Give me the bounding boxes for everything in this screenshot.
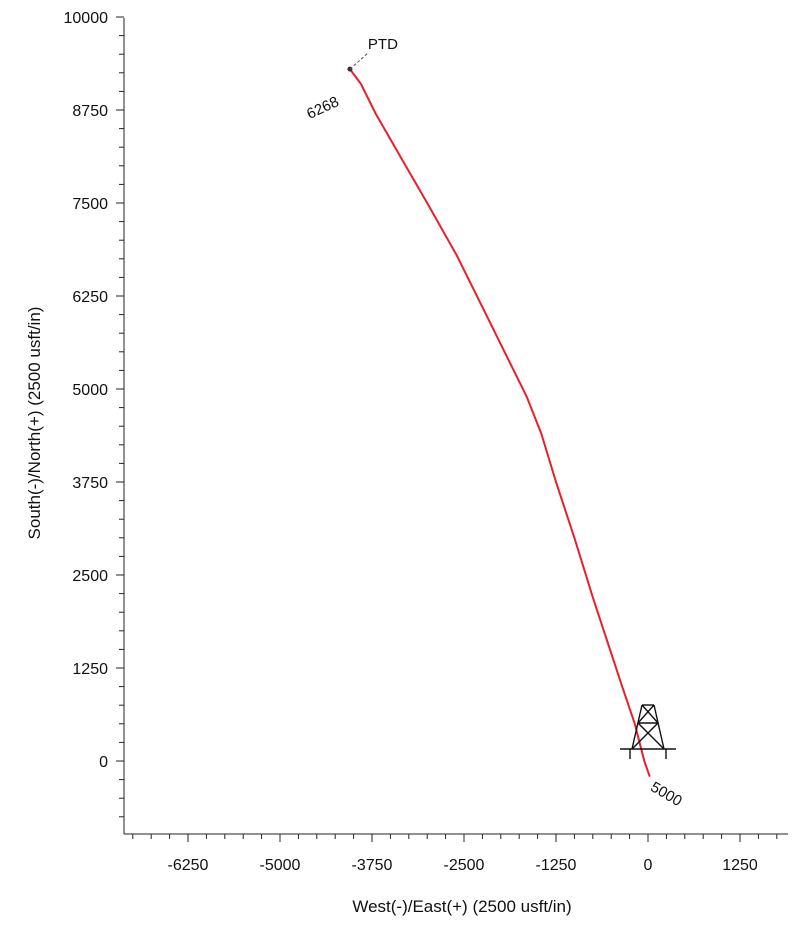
series-layer xyxy=(348,68,651,777)
x-tick-label: 0 xyxy=(644,857,653,874)
x-tick-label: -2500 xyxy=(444,857,485,874)
y-axis-title: South(-)/North(+) (2500 usft/in) xyxy=(25,307,44,540)
ptd-leader-line xyxy=(349,52,369,70)
x-tick-label: -5000 xyxy=(260,857,301,874)
y-tick-label: 5000 xyxy=(72,382,108,399)
annot-layer: PTD 6268 5000 xyxy=(304,36,685,810)
ptd-label: PTD xyxy=(368,36,398,53)
y-tick-label: 8750 xyxy=(72,103,108,120)
y-tick-label: 1250 xyxy=(72,661,108,678)
y-tick-label: 6250 xyxy=(72,289,108,306)
depth-label-start: 5000 xyxy=(647,779,684,810)
axes-layer: 0 1250 2500 3750 5000 6250 7500 8750 10000 -6250 -… xyxy=(64,10,788,874)
x-tick-label: 1250 xyxy=(722,857,758,874)
rig-leg-left xyxy=(631,704,643,750)
y-tick-label: 7500 xyxy=(72,196,108,213)
x-axis-title: West(-)/East(+) (2500 usft/in) xyxy=(352,897,571,916)
depth-label-end: 6268 xyxy=(304,93,341,123)
y-tick-label: 10000 xyxy=(64,10,109,27)
rig-brace xyxy=(641,704,659,724)
rig-brace xyxy=(631,722,659,750)
y-tick-label: 3750 xyxy=(72,475,108,492)
rig-layer xyxy=(620,704,676,759)
x-tick-label: -1250 xyxy=(536,857,577,874)
y-tick-label: 2500 xyxy=(72,568,108,585)
x-tick-label: -6250 xyxy=(168,857,209,874)
y-tick-label: 0 xyxy=(99,754,108,771)
x-tick-label: -3750 xyxy=(352,857,393,874)
rig-brace xyxy=(637,704,655,724)
rig-brace xyxy=(637,722,665,750)
well-path-line xyxy=(348,68,651,777)
rig-leg-right xyxy=(653,704,665,750)
